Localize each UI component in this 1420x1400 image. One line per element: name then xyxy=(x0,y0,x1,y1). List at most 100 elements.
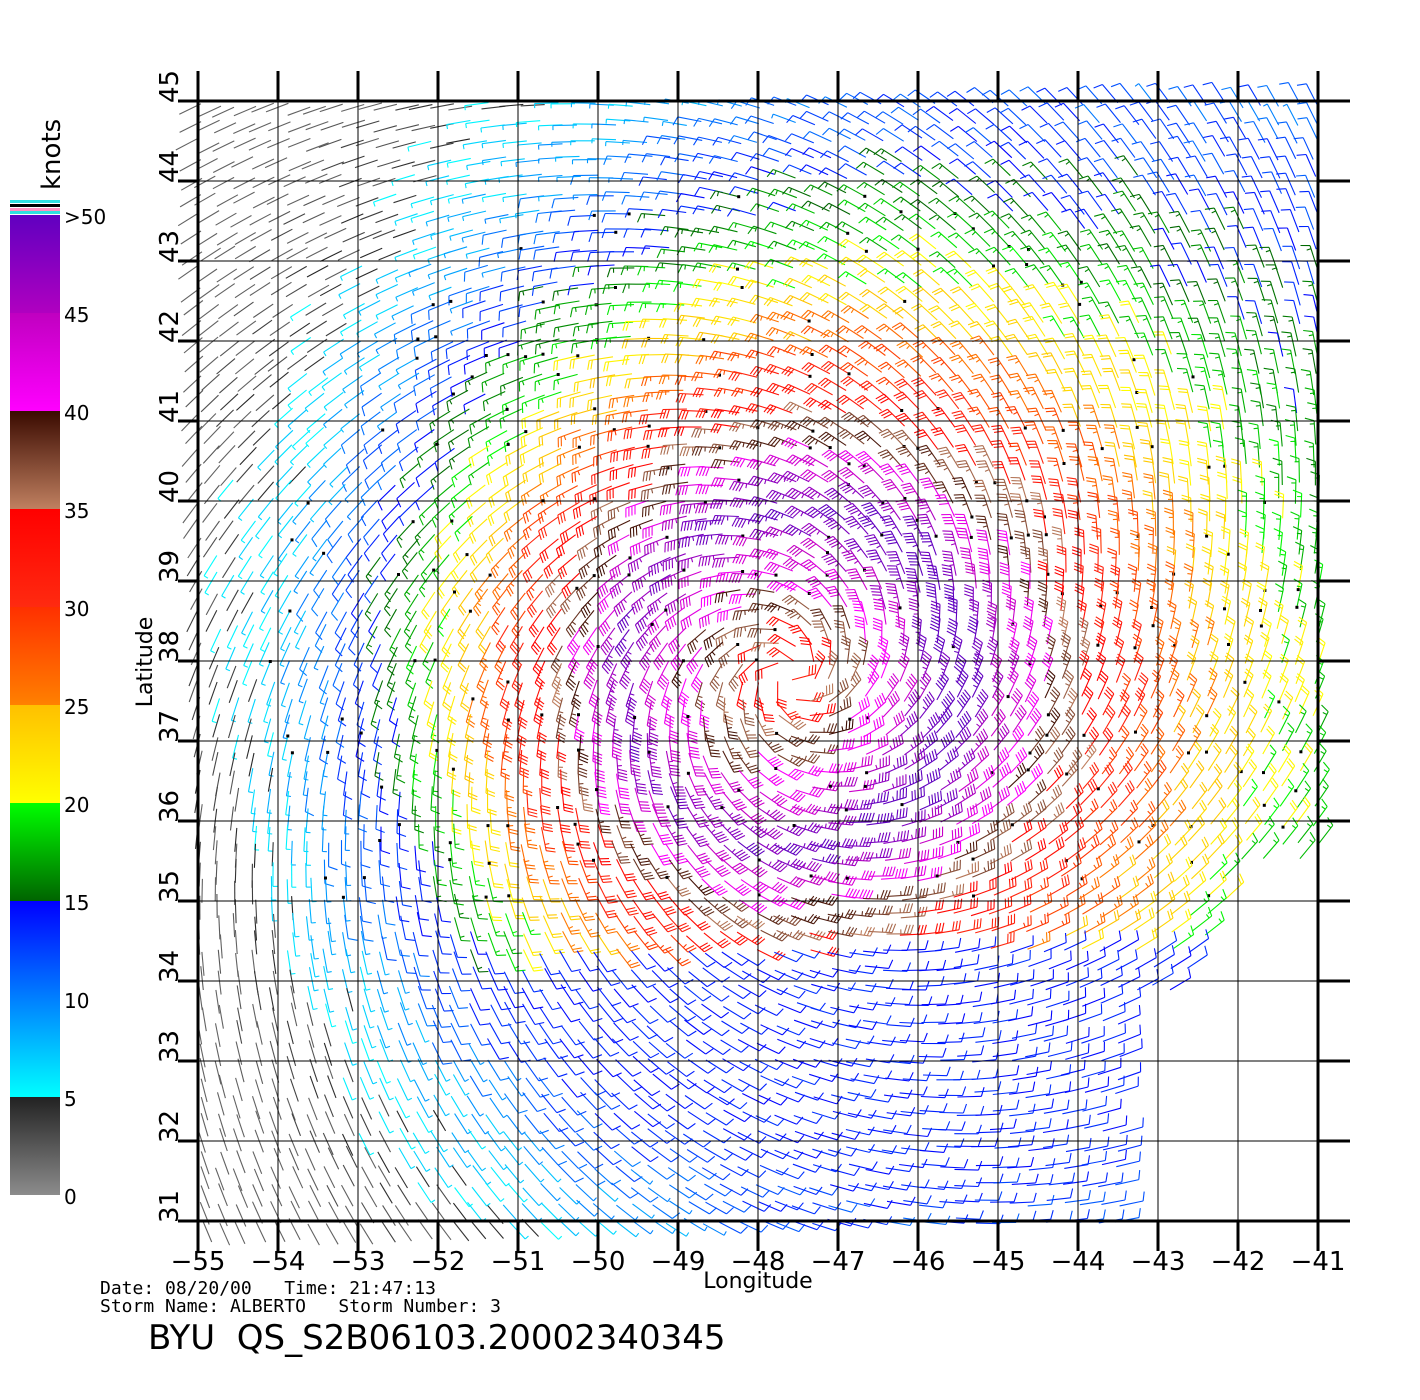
wind-barb xyxy=(414,805,424,834)
wind-barb xyxy=(318,173,342,184)
wind-barb xyxy=(1093,172,1118,193)
wind-barb xyxy=(331,556,347,585)
wind-barb xyxy=(652,1073,680,1090)
wind-barb xyxy=(552,230,580,244)
wind-barb xyxy=(757,1130,787,1142)
wind-barb xyxy=(447,210,472,222)
wind-barb xyxy=(1025,333,1049,356)
rain-flag-dot xyxy=(1009,536,1013,540)
wind-barb xyxy=(737,952,766,967)
wind-barb xyxy=(375,284,399,299)
wind-barb xyxy=(1087,456,1103,482)
wind-barb xyxy=(217,970,222,995)
wind-barb xyxy=(360,1038,374,1062)
colorbar-tick-label: 35 xyxy=(64,499,89,523)
wind-barb xyxy=(721,951,750,966)
wind-barb xyxy=(1115,244,1138,267)
wind-barb xyxy=(702,967,731,983)
wind-barb xyxy=(1280,209,1300,233)
wind-barb xyxy=(864,959,894,969)
wind-barb xyxy=(395,124,420,131)
wind-barb xyxy=(201,951,205,976)
rain-flag-dot xyxy=(664,608,668,612)
wind-barb xyxy=(999,141,1027,160)
wind-barb xyxy=(1225,873,1245,900)
wind-barb xyxy=(288,160,312,172)
wind-barb xyxy=(937,1179,966,1189)
wind-barb xyxy=(1176,367,1194,393)
wind-barb xyxy=(378,1111,394,1134)
wind-barb xyxy=(415,485,434,511)
wind-barb xyxy=(777,1038,807,1049)
wind-barb xyxy=(272,303,294,318)
wind-barb xyxy=(569,391,594,408)
wind-barb xyxy=(597,934,621,956)
wind-barb xyxy=(449,842,463,870)
wind-barb xyxy=(629,536,653,557)
wind-barb xyxy=(636,213,666,223)
wind-barb xyxy=(323,1166,336,1189)
wind-barb xyxy=(1200,493,1211,522)
wind-barb xyxy=(1136,388,1153,413)
wind-barb xyxy=(875,216,904,232)
wind-barb xyxy=(1000,213,1026,232)
wind-barb xyxy=(867,1124,897,1135)
wind-barb xyxy=(708,263,738,273)
lon-tick-label: −49 xyxy=(651,1247,706,1277)
wind-barb xyxy=(465,119,490,129)
wind-barb xyxy=(361,1097,373,1120)
wind-barb xyxy=(291,429,311,451)
wind-barb xyxy=(701,878,728,896)
wind-barb xyxy=(1060,726,1076,755)
wind-barb xyxy=(1010,859,1033,881)
wind-barb xyxy=(926,123,954,140)
rain-flag-dot xyxy=(592,574,596,578)
wind-barb xyxy=(1263,367,1278,394)
wind-barb xyxy=(827,982,856,992)
wind-barb xyxy=(504,1164,525,1184)
wind-barb xyxy=(1261,299,1279,324)
wind-barb xyxy=(433,483,454,509)
wind-barb xyxy=(865,1165,895,1175)
wind-barb xyxy=(233,177,256,190)
wind-barb xyxy=(1048,478,1064,504)
wind-barb xyxy=(786,114,816,126)
wind-barb xyxy=(804,382,833,396)
wind-barb xyxy=(288,1042,297,1067)
wind-barb xyxy=(288,466,306,485)
wind-barb xyxy=(310,935,319,960)
wind-barb xyxy=(975,916,1000,934)
wind-barb xyxy=(610,446,635,463)
wind-barb xyxy=(1197,508,1208,537)
wind-barb xyxy=(487,967,508,991)
wind-barb xyxy=(203,555,218,579)
wind-barb xyxy=(466,320,491,339)
rain-flag-dot xyxy=(863,784,867,788)
rain-flag-dot xyxy=(666,805,670,809)
wind-barb xyxy=(853,325,882,340)
wind-barb xyxy=(451,463,472,488)
wind-barb xyxy=(517,338,542,356)
wind-barb xyxy=(1009,1210,1037,1222)
rain-flag-dot xyxy=(540,713,544,717)
wind-barb xyxy=(254,1220,267,1243)
wind-barb xyxy=(801,274,831,287)
wind-barb xyxy=(470,988,490,1011)
wind-barb xyxy=(1169,745,1185,774)
wind-barb xyxy=(883,1124,912,1135)
wind-barb xyxy=(1065,783,1084,810)
wind-barb xyxy=(993,723,1010,751)
wind-barb xyxy=(1082,441,1099,467)
wind-barb xyxy=(1212,369,1228,395)
wind-barb xyxy=(868,923,897,934)
wind-barb xyxy=(433,859,447,887)
wind-barb xyxy=(560,1025,585,1046)
wind-barb xyxy=(964,161,991,179)
wind-barb xyxy=(675,392,704,403)
wind-barb xyxy=(726,262,756,272)
wind-barb xyxy=(257,449,275,471)
wind-barb xyxy=(911,615,922,644)
wind-barb xyxy=(631,984,657,1003)
wind-barb xyxy=(449,300,473,314)
wind-barb xyxy=(469,1075,493,1097)
